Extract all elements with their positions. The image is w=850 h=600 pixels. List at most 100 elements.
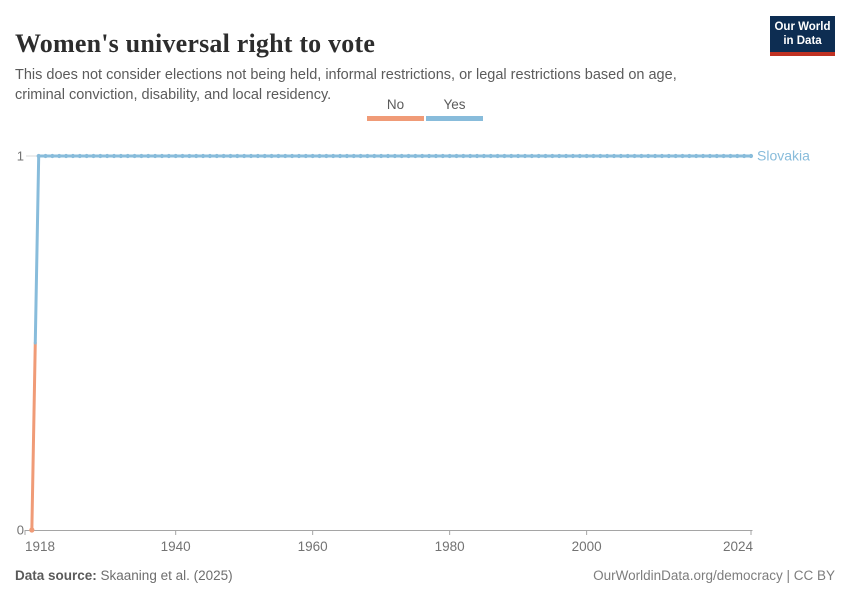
data-point[interactable]: [509, 153, 514, 159]
data-point[interactable]: [255, 153, 260, 159]
data-point[interactable]: [420, 153, 425, 159]
data-point[interactable]: [98, 153, 103, 159]
data-point[interactable]: [200, 153, 206, 159]
data-point[interactable]: [310, 153, 315, 159]
data-point[interactable]: [228, 153, 233, 159]
data-point[interactable]: [563, 153, 569, 159]
data-point[interactable]: [673, 153, 678, 159]
data-point[interactable]: [748, 153, 754, 159]
data-point[interactable]: [132, 153, 137, 159]
data-point[interactable]: [118, 153, 123, 159]
data-point[interactable]: [440, 153, 445, 159]
data-point[interactable]: [105, 153, 110, 159]
data-point[interactable]: [536, 153, 541, 159]
data-point[interactable]: [276, 153, 281, 159]
data-point[interactable]: [324, 153, 329, 159]
data-point[interactable]: [598, 153, 603, 159]
data-point[interactable]: [283, 153, 288, 159]
data-point[interactable]: [454, 153, 459, 159]
data-point[interactable]: [146, 153, 151, 159]
data-point[interactable]: [611, 153, 617, 159]
data-point[interactable]: [166, 153, 171, 159]
data-point[interactable]: [269, 153, 274, 159]
data-point[interactable]: [344, 153, 350, 159]
data-point[interactable]: [262, 153, 267, 159]
data-point[interactable]: [153, 153, 158, 159]
data-point[interactable]: [43, 153, 48, 159]
data-point[interactable]: [632, 153, 637, 159]
license-note[interactable]: OurWorldinData.org/democracy | CC BY: [593, 568, 835, 583]
data-point[interactable]: [91, 153, 96, 159]
data-point[interactable]: [173, 153, 178, 159]
owid-logo[interactable]: Our World in Data: [770, 16, 835, 56]
data-point[interactable]: [516, 153, 521, 159]
data-point[interactable]: [653, 153, 658, 159]
data-point[interactable]: [214, 153, 219, 159]
data-point[interactable]: [502, 153, 507, 159]
data-point[interactable]: [221, 153, 226, 159]
data-point[interactable]: [447, 153, 452, 159]
data-point[interactable]: [714, 153, 719, 159]
data-point[interactable]: [248, 153, 254, 159]
data-point[interactable]: [570, 153, 576, 159]
data-point[interactable]: [235, 153, 240, 159]
data-point[interactable]: [392, 153, 397, 159]
data-point[interactable]: [385, 153, 391, 159]
data-point[interactable]: [474, 153, 480, 159]
data-point[interactable]: [84, 153, 89, 159]
data-point[interactable]: [413, 153, 418, 159]
data-point[interactable]: [187, 153, 192, 159]
data-point[interactable]: [70, 153, 76, 159]
data-point[interactable]: [331, 153, 336, 159]
data-point[interactable]: [488, 153, 493, 159]
data-point[interactable]: [139, 153, 144, 159]
data-point[interactable]: [207, 153, 213, 159]
data-line-transition[interactable]: [30, 341, 37, 532]
data-point[interactable]: [639, 153, 644, 159]
data-point[interactable]: [426, 153, 432, 159]
data-point[interactable]: [290, 153, 295, 159]
legend-item-no[interactable]: No: [367, 97, 424, 121]
data-point[interactable]: [242, 153, 247, 159]
data-point[interactable]: [605, 153, 610, 159]
data-point[interactable]: [680, 153, 685, 159]
data-point[interactable]: [550, 153, 555, 159]
data-point[interactable]: [721, 153, 726, 159]
data-point[interactable]: [659, 153, 665, 159]
data-point[interactable]: [687, 153, 692, 159]
data-point[interactable]: [358, 153, 363, 159]
data-point[interactable]: [543, 153, 548, 159]
data-point[interactable]: [735, 153, 740, 159]
data-point[interactable]: [700, 153, 706, 159]
data-point[interactable]: [481, 153, 486, 159]
data-point[interactable]: [111, 153, 117, 159]
data-line-transition[interactable]: [33, 154, 41, 345]
legend-item-yes[interactable]: Yes: [426, 97, 483, 121]
data-point[interactable]: [29, 527, 35, 533]
data-point[interactable]: [742, 153, 747, 159]
data-point[interactable]: [728, 153, 733, 159]
data-point[interactable]: [379, 153, 384, 159]
data-point[interactable]: [57, 153, 62, 159]
data-point[interactable]: [36, 153, 41, 159]
data-point[interactable]: [50, 153, 55, 159]
data-point[interactable]: [296, 153, 302, 159]
data-point[interactable]: [666, 153, 671, 159]
data-point[interactable]: [399, 153, 404, 159]
data-point[interactable]: [707, 153, 713, 159]
data-point[interactable]: [180, 153, 185, 159]
data-point[interactable]: [125, 153, 130, 159]
data-point[interactable]: [646, 153, 651, 159]
data-point[interactable]: [159, 153, 165, 159]
data-point[interactable]: [468, 153, 473, 159]
data-point[interactable]: [77, 153, 82, 159]
data-point[interactable]: [584, 153, 589, 159]
series-label[interactable]: Slovakia: [757, 148, 810, 164]
data-point[interactable]: [557, 153, 562, 159]
data-point[interactable]: [694, 153, 699, 159]
data-point[interactable]: [577, 153, 582, 159]
data-point[interactable]: [433, 153, 439, 159]
data-point[interactable]: [365, 153, 370, 159]
data-point[interactable]: [625, 153, 630, 159]
data-point[interactable]: [495, 153, 500, 159]
